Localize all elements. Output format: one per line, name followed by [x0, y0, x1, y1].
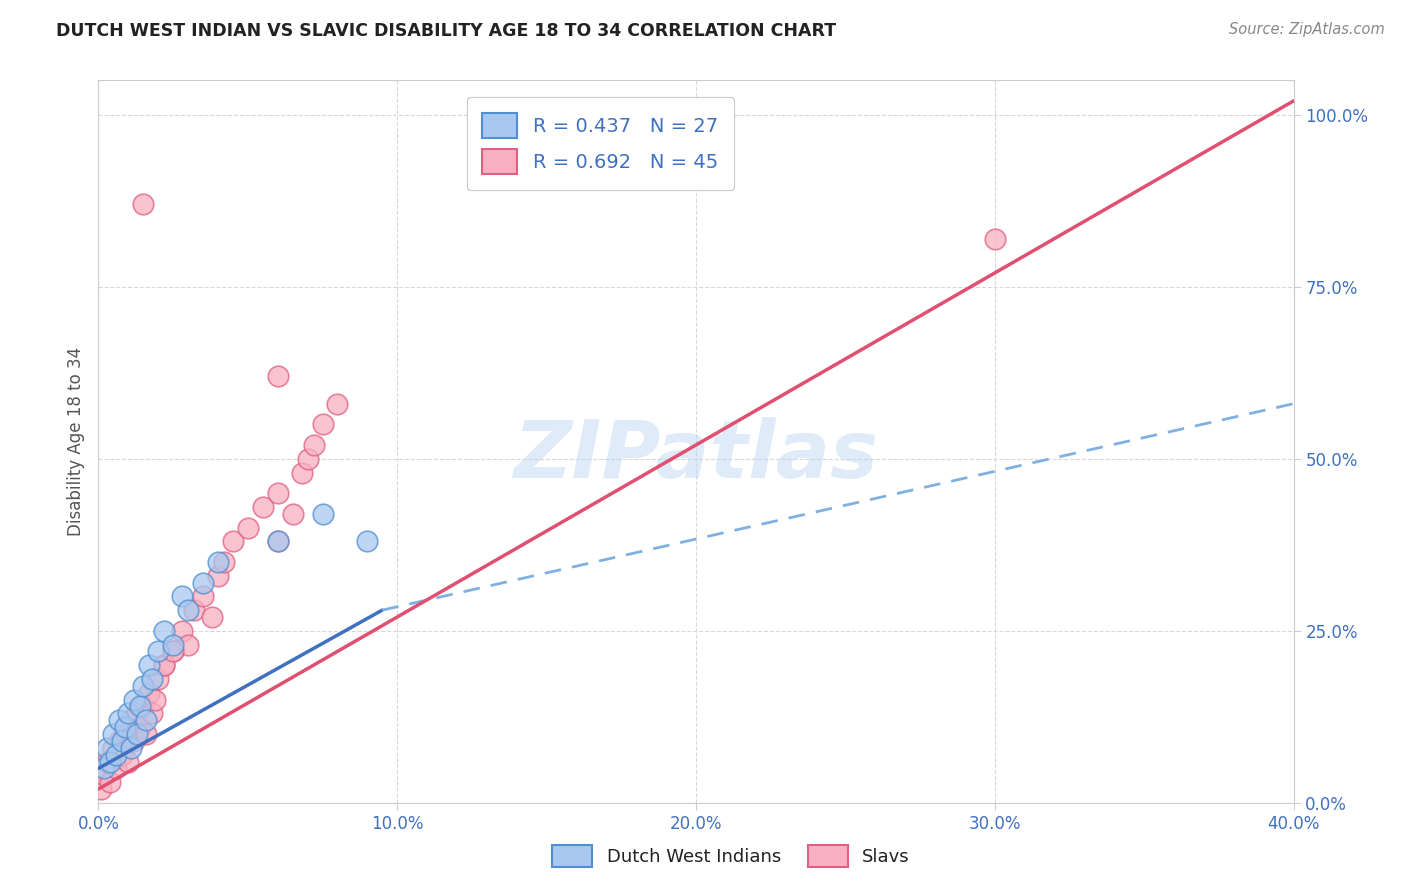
Point — [162, 644, 184, 658]
Point — [148, 672, 170, 686]
Point — [132, 699, 155, 714]
Point — [93, 768, 115, 782]
Point — [105, 747, 128, 762]
Point — [127, 706, 149, 721]
Point — [153, 624, 176, 638]
Point — [96, 740, 118, 755]
Point — [132, 679, 155, 693]
Point — [162, 644, 184, 658]
Point — [236, 520, 259, 534]
Point — [117, 755, 139, 769]
Point — [177, 638, 200, 652]
Point — [267, 369, 290, 384]
Point — [212, 555, 235, 569]
Point — [177, 603, 200, 617]
Point — [135, 727, 157, 741]
Point — [138, 686, 160, 700]
Point — [984, 231, 1007, 245]
Text: ZIPatlas: ZIPatlas — [513, 417, 879, 495]
Point — [108, 734, 131, 748]
Point — [96, 755, 118, 769]
Point — [191, 575, 214, 590]
Point — [162, 638, 184, 652]
Point — [326, 397, 349, 411]
Point — [129, 699, 152, 714]
Point — [191, 590, 214, 604]
Point — [267, 534, 290, 549]
Point — [222, 534, 245, 549]
Point — [267, 534, 290, 549]
Point — [90, 782, 112, 797]
Point — [207, 568, 229, 582]
Point — [124, 734, 146, 748]
Point — [127, 727, 149, 741]
Point — [93, 761, 115, 775]
Point — [267, 486, 290, 500]
Point — [252, 500, 274, 514]
Point — [183, 603, 205, 617]
Point — [111, 734, 134, 748]
Legend: Dutch West Indians, Slavs: Dutch West Indians, Slavs — [546, 838, 917, 874]
Point — [114, 727, 136, 741]
Point — [281, 507, 304, 521]
Point — [117, 706, 139, 721]
Point — [108, 713, 131, 727]
Point — [153, 658, 176, 673]
Point — [297, 451, 319, 466]
Point — [148, 644, 170, 658]
Point — [120, 713, 142, 727]
Point — [120, 740, 142, 755]
Point — [114, 720, 136, 734]
Y-axis label: Disability Age 18 to 34: Disability Age 18 to 34 — [66, 347, 84, 536]
Point — [138, 658, 160, 673]
Point — [291, 466, 314, 480]
Point — [311, 507, 333, 521]
Point — [311, 417, 333, 432]
Point — [124, 692, 146, 706]
Point — [98, 755, 122, 769]
Point — [132, 197, 155, 211]
Point — [172, 624, 194, 638]
Point — [111, 747, 134, 762]
Point — [207, 555, 229, 569]
Legend: R = 0.437   N = 27, R = 0.692   N = 45: R = 0.437 N = 27, R = 0.692 N = 45 — [467, 97, 734, 190]
Text: DUTCH WEST INDIAN VS SLAVIC DISABILITY AGE 18 TO 34 CORRELATION CHART: DUTCH WEST INDIAN VS SLAVIC DISABILITY A… — [56, 22, 837, 40]
Point — [105, 761, 128, 775]
Point — [172, 590, 194, 604]
Point — [135, 713, 157, 727]
Point — [129, 720, 152, 734]
Point — [302, 438, 325, 452]
Point — [153, 658, 176, 673]
Point — [103, 727, 125, 741]
Point — [141, 672, 163, 686]
Text: Source: ZipAtlas.com: Source: ZipAtlas.com — [1229, 22, 1385, 37]
Point — [356, 534, 378, 549]
Point — [141, 706, 163, 721]
Point — [201, 610, 224, 624]
Point — [98, 775, 122, 789]
Point — [143, 692, 166, 706]
Point — [103, 740, 125, 755]
